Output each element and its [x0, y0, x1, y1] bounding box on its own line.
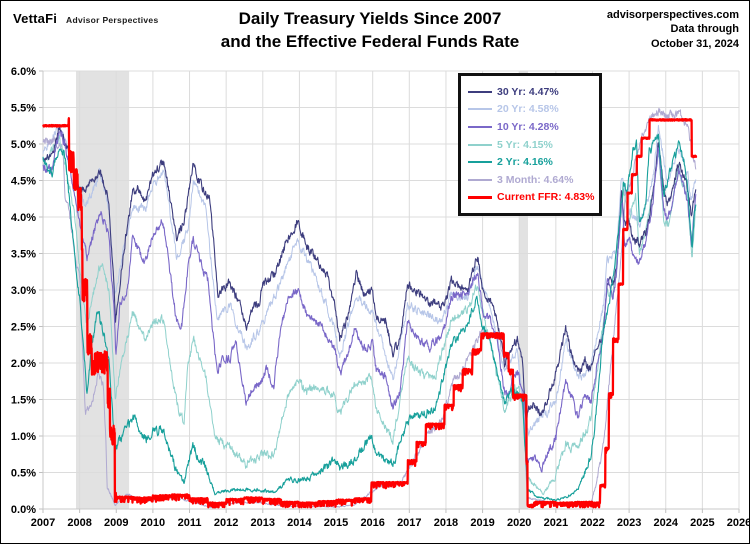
legend-swatch-ffr [468, 195, 492, 199]
x-tick-label: 2025 [690, 517, 714, 529]
y-tick-label: 0.0% [11, 504, 36, 516]
legend-box: 30 Yr: 4.47% 20 Yr: 4.58% 10 Yr: 4.28% 5… [458, 73, 602, 217]
legend-item-10yr: 10 Yr: 4.28% [468, 118, 594, 136]
chart-title-line1: Daily Treasury Yields Since 2007 [238, 9, 502, 28]
x-tick-label: 2020 [507, 517, 531, 529]
series-line-30-yr [42, 125, 697, 424]
x-tick-label: 2022 [580, 517, 604, 529]
y-tick-label: 4.5% [11, 176, 36, 188]
y-tick-label: 1.0% [11, 431, 36, 443]
legend-label-30yr: 30 Yr: 4.47% [497, 85, 559, 98]
legend-swatch-2yr [468, 161, 492, 164]
x-tick-label: 2009 [104, 517, 128, 529]
x-tick-label: 2015 [324, 517, 348, 529]
legend-label-2yr: 2 Yr: 4.16% [497, 156, 553, 169]
legend-label-20yr: 20 Yr: 4.58% [497, 103, 559, 116]
x-tick-label: 2013 [251, 517, 275, 529]
y-tick-label: 2.5% [11, 322, 36, 334]
x-tick-label: 2014 [287, 517, 312, 529]
logo-subtext: Advisor Perspectives [66, 15, 159, 25]
x-tick-label: 2010 [141, 517, 165, 529]
source-url: advisorperspectives.com [606, 9, 739, 21]
legend-item-3month: 3 Month: 4.64% [468, 171, 594, 189]
x-tick-label: 2026 [727, 517, 750, 529]
series-line-20-yr [42, 124, 697, 436]
x-tick-label: 2007 [31, 517, 55, 529]
x-tick-label: 2008 [67, 517, 91, 529]
legend-label-10yr: 10 Yr: 4.28% [497, 120, 559, 133]
y-tick-label: 6.0% [11, 66, 36, 78]
x-tick-label: 2017 [397, 517, 421, 529]
legend-item-5yr: 5 Yr: 4.15% [468, 136, 594, 154]
y-tick-label: 1.5% [11, 395, 36, 407]
y-tick-label: 5.5% [11, 103, 36, 115]
legend-label-5yr: 5 Yr: 4.15% [497, 138, 553, 151]
y-tick-label: 3.5% [11, 249, 36, 261]
legend-swatch-30yr [468, 90, 492, 93]
chart-title-line2: and the Effective Federal Funds Rate [220, 31, 520, 51]
x-tick-label: 2018 [434, 517, 458, 529]
legend-swatch-3month [468, 178, 492, 181]
logo-text: VettaFi [13, 11, 58, 26]
legend-item-ffr: Current FFR: 4.83% [468, 189, 594, 207]
x-tick-label: 2016 [360, 517, 384, 529]
legend-item-2yr: 2 Yr: 4.16% [468, 153, 594, 171]
source-block: advisorperspectives.com Data through Oct… [607, 8, 739, 51]
y-tick-label: 4.0% [11, 212, 36, 224]
y-tick-label: 3.0% [11, 285, 36, 297]
legend-swatch-10yr [468, 125, 492, 128]
data-through-label: Data through [670, 23, 739, 36]
x-tick-label: 2011 [178, 517, 202, 529]
series-line-2-yr [42, 133, 697, 502]
legend-label-ffr: Current FFR: 4.83% [497, 191, 595, 204]
x-tick-label: 2024 [653, 517, 678, 529]
series-line-10-yr [42, 131, 697, 473]
vettafi-logo: VettaFi Advisor Perspectives [13, 11, 159, 26]
legend-item-20yr: 20 Yr: 4.58% [468, 101, 594, 119]
y-tick-label: 5.0% [11, 139, 36, 151]
data-through-date: October 31, 2024 [650, 37, 739, 50]
legend-swatch-5yr [468, 143, 492, 146]
y-tick-label: 2.0% [11, 358, 36, 370]
x-tick-label: 2023 [617, 517, 641, 529]
legend-item-30yr: 30 Yr: 4.47% [468, 83, 594, 101]
y-tick-label: 0.5% [11, 468, 36, 480]
legend-label-3month: 3 Month: 4.64% [497, 173, 574, 186]
x-tick-label: 2012 [214, 517, 238, 529]
x-tick-label: 2019 [470, 517, 494, 529]
series-line-5-yr [42, 135, 697, 496]
chart-title: Daily Treasury Yields Since 2007 and the… [151, 8, 589, 54]
legend-swatch-20yr [468, 108, 492, 111]
series-line-current-ffr [42, 117, 698, 509]
x-tick-label: 2021 [544, 517, 568, 529]
